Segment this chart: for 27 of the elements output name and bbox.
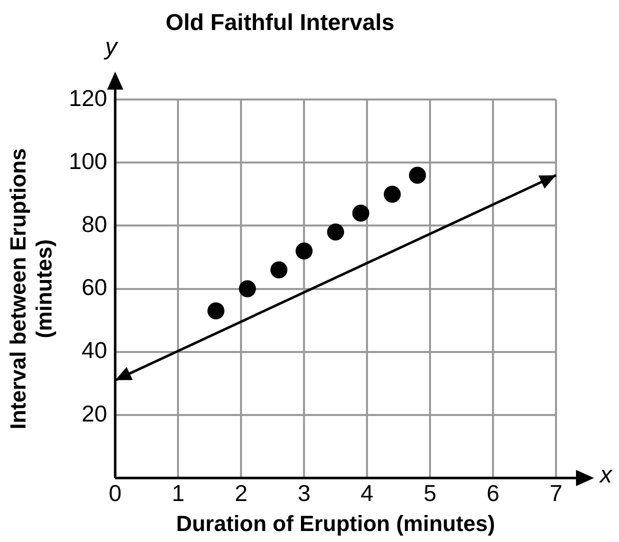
point [270,261,288,278]
x-tick-label: 0 [108,480,122,506]
x-tick-label: 7 [550,480,562,506]
y-tick-label: 100 [68,148,108,174]
x-tick-label: 5 [424,480,436,506]
x-tick-label: 3 [298,480,310,506]
point [352,204,370,222]
point [408,166,426,184]
x-tick-label: 1 [172,480,185,506]
x-tick-label: 2 [234,480,248,506]
x-tick-label: 4 [360,480,374,506]
y-tick-label: 20 [82,400,108,426]
chart-title: Old Faithful Intervals [166,9,394,36]
y-tick-label: 40 [82,337,108,364]
point [296,242,313,260]
point [384,186,401,203]
point [207,302,224,320]
x-tick-label: 6 [486,480,500,506]
y-tick-label: 120 [68,84,108,111]
text: x [599,462,613,489]
x-axis-title: Duration of Eruption (minutes) [176,510,496,536]
point [238,280,256,298]
y-tick-label: 60 [82,274,108,300]
point [327,224,344,241]
text: y [103,33,120,60]
y-axis-title: Interval between Eruptions (minutes) [5,148,57,430]
y-tick-label: 80 [82,211,108,238]
